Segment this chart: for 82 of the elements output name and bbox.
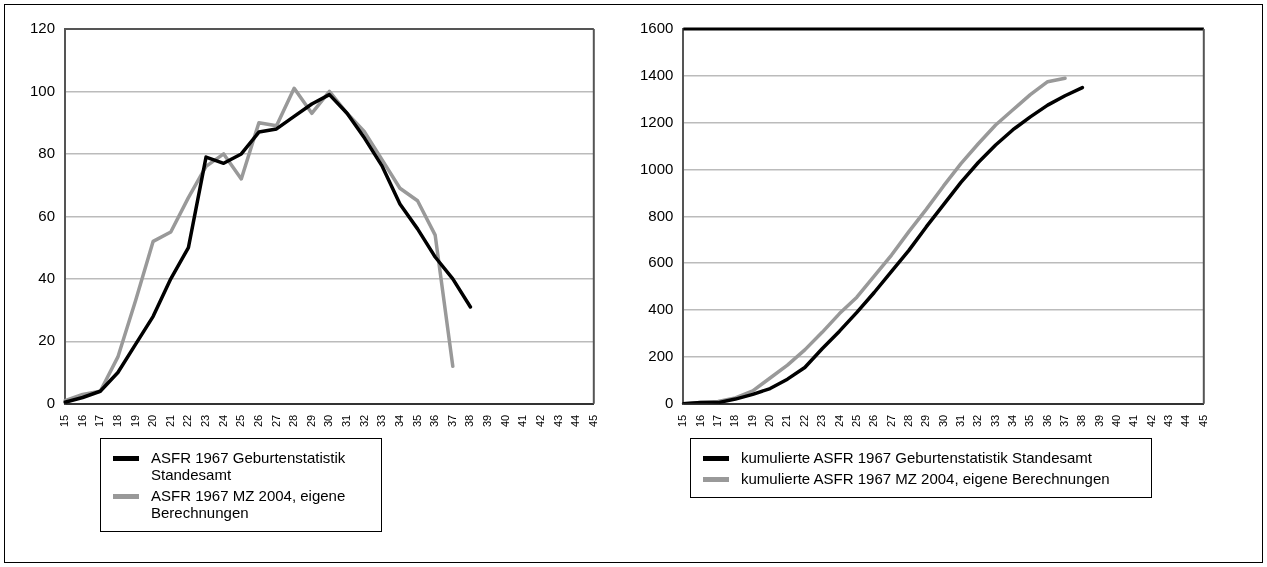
x-tick-label: 26 [251, 414, 264, 428]
x-tick-label: 36 [1040, 414, 1053, 428]
x-tick-label: 36 [428, 414, 441, 428]
x-tick-label: 17 [93, 414, 106, 428]
x-tick-label: 21 [780, 414, 793, 428]
x-tick-label: 43 [1162, 414, 1175, 428]
x-tick-label: 25 [234, 414, 247, 428]
x-tick-label: 29 [919, 414, 932, 428]
x-tick-label: 34 [392, 414, 405, 428]
x-tick-label: 40 [498, 414, 511, 428]
y-tick-label: 100 [30, 81, 56, 99]
x-tick-label: 27 [269, 414, 282, 428]
y-tick-label: 200 [648, 347, 674, 365]
x-tick-label: 28 [287, 414, 300, 428]
x-tick-label: 25 [849, 414, 862, 428]
y-tick-label: 20 [38, 331, 56, 349]
x-tick-label: 21 [163, 414, 176, 428]
x-tick-label: 15 [58, 414, 71, 428]
y-tick-label: 0 [665, 393, 674, 411]
x-tick-label: 22 [797, 414, 810, 428]
x-tick-label: 23 [815, 414, 828, 428]
y-tick-label: 60 [38, 206, 56, 224]
x-tick-label: 32 [357, 414, 370, 428]
y-tick-label: 80 [38, 144, 56, 162]
x-tick-label: 16 [693, 414, 706, 428]
y-tick-label: 1000 [639, 159, 674, 177]
x-tick-label: 32 [971, 414, 984, 428]
y-tick-label: 1200 [639, 112, 674, 130]
x-tick-label: 41 [516, 414, 529, 428]
x-tick-label: 43 [551, 414, 564, 428]
x-tick-label: 29 [304, 414, 317, 428]
x-tick-label: 23 [199, 414, 212, 428]
x-tick-label: 40 [1110, 414, 1123, 428]
x-tick-label: 27 [884, 414, 897, 428]
x-tick-label: 39 [1092, 414, 1105, 428]
x-tick-label: 41 [1127, 414, 1140, 428]
y-tick-label: 800 [648, 206, 674, 224]
x-tick-label: 19 [128, 414, 141, 428]
legend-label: ASFR 1967 MZ 2004, eigene Berechnungen [151, 487, 347, 521]
legend-label: ASFR 1967 Geburtenstatistik Standesamt [151, 449, 347, 483]
x-tick-label: 42 [533, 414, 546, 428]
legend-label: kumulierte ASFR 1967 MZ 2004, eigene Berechnungen [741, 470, 1110, 487]
x-tick-label: 19 [745, 414, 758, 428]
x-tick-label: 30 [936, 414, 949, 428]
x-tick-label: 18 [110, 414, 123, 428]
x-tick-label: 33 [988, 414, 1001, 428]
x-tick-label: 39 [481, 414, 494, 428]
x-tick-label: 15 [676, 414, 689, 428]
x-tick-label: 44 [569, 414, 582, 428]
y-tick-label: 400 [648, 300, 674, 318]
x-tick-label: 42 [1144, 414, 1157, 428]
x-tick-label: 45 [586, 414, 599, 428]
x-tick-label: 26 [867, 414, 880, 428]
y-tick-label: 1400 [639, 65, 674, 83]
y-tick-label: 600 [648, 253, 674, 271]
y-tick-label: 120 [30, 19, 56, 37]
x-tick-label: 35 [1023, 414, 1036, 428]
legend-label: kumulierte ASFR 1967 Geburtenstatistik Standesamt [741, 449, 1093, 466]
x-tick-label: 22 [181, 414, 194, 428]
x-tick-label: 24 [832, 414, 845, 428]
x-tick-label: 30 [322, 414, 335, 428]
x-tick-label: 31 [340, 414, 353, 428]
x-tick-label: 33 [375, 414, 388, 428]
x-tick-label: 16 [75, 414, 88, 428]
x-tick-label: 24 [216, 414, 229, 428]
x-tick-label: 20 [763, 414, 776, 428]
x-tick-label: 31 [953, 414, 966, 428]
x-tick-label: 38 [1075, 414, 1088, 428]
x-tick-label: 17 [711, 414, 724, 428]
x-tick-label: 37 [1058, 414, 1071, 428]
x-tick-label: 18 [728, 414, 741, 428]
y-tick-label: 0 [46, 393, 56, 411]
x-tick-label: 34 [1006, 414, 1019, 428]
x-tick-label: 44 [1179, 414, 1192, 428]
x-tick-label: 38 [463, 414, 476, 428]
x-tick-label: 20 [146, 414, 159, 428]
x-tick-label: 37 [445, 414, 458, 428]
x-tick-label: 28 [901, 414, 914, 428]
y-tick-label: 1600 [639, 19, 674, 37]
x-tick-label: 45 [1196, 414, 1209, 428]
x-tick-label: 35 [410, 414, 423, 428]
y-tick-label: 40 [38, 268, 56, 286]
